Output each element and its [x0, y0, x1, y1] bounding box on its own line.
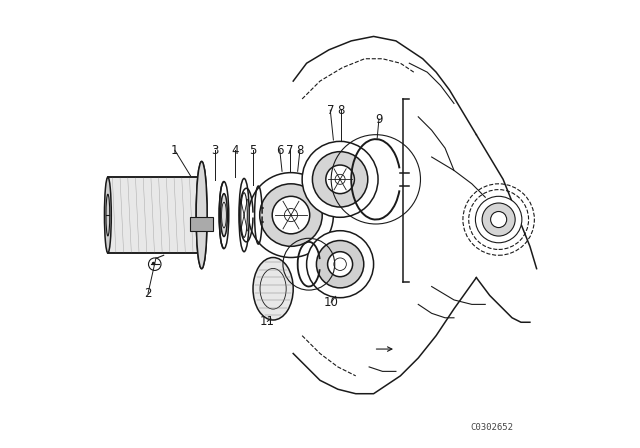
- Ellipse shape: [219, 181, 228, 249]
- Ellipse shape: [253, 258, 293, 320]
- Circle shape: [476, 196, 522, 243]
- Text: 4: 4: [232, 144, 239, 157]
- Text: 3: 3: [211, 144, 219, 157]
- Circle shape: [260, 184, 322, 246]
- Text: 9: 9: [375, 112, 383, 125]
- Circle shape: [316, 241, 364, 288]
- Circle shape: [272, 196, 310, 234]
- Text: C0302652: C0302652: [470, 423, 513, 432]
- Text: 1: 1: [171, 144, 179, 157]
- Circle shape: [302, 142, 378, 217]
- Bar: [191, 217, 213, 231]
- Text: 10: 10: [324, 296, 339, 309]
- Text: 6: 6: [276, 144, 284, 157]
- Text: 8: 8: [338, 103, 345, 116]
- Text: 5: 5: [250, 144, 257, 157]
- Text: 8: 8: [296, 144, 303, 157]
- Circle shape: [148, 258, 161, 271]
- Circle shape: [482, 203, 515, 236]
- Circle shape: [312, 152, 368, 207]
- Circle shape: [248, 172, 333, 258]
- Circle shape: [335, 174, 345, 184]
- Text: 7: 7: [286, 144, 293, 157]
- Circle shape: [326, 165, 355, 194]
- Circle shape: [491, 211, 507, 228]
- Ellipse shape: [221, 194, 227, 237]
- Text: 7: 7: [326, 103, 334, 116]
- Circle shape: [307, 231, 374, 297]
- Circle shape: [284, 208, 298, 222]
- Bar: [108, 177, 202, 253]
- Text: 2: 2: [144, 287, 152, 300]
- Circle shape: [328, 252, 353, 277]
- Ellipse shape: [104, 177, 111, 253]
- Ellipse shape: [196, 161, 207, 269]
- Ellipse shape: [239, 178, 249, 252]
- Text: 11: 11: [260, 315, 275, 328]
